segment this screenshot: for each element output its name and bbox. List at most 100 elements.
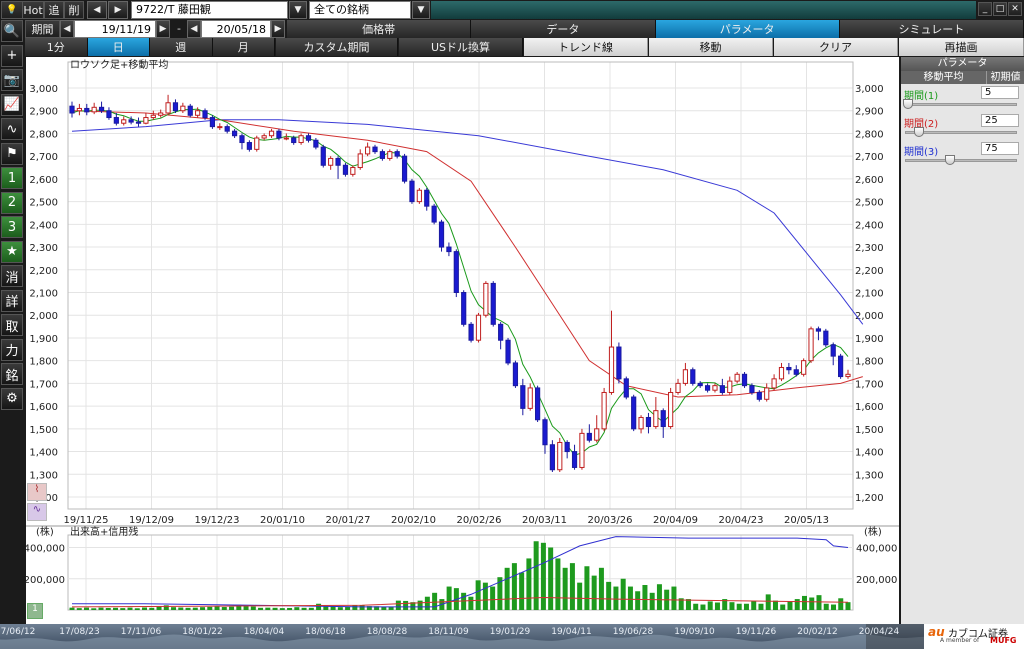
volume-bar <box>809 597 815 610</box>
volume-panel-icon[interactable]: 1 <box>27 603 43 619</box>
hot-button[interactable]: 💡 <box>1 1 23 19</box>
candle-body <box>682 369 689 384</box>
volume-bar <box>475 580 481 610</box>
brand-icon[interactable]: 銘 <box>1 363 23 385</box>
chart-line-icon[interactable]: 📈 <box>1 93 23 116</box>
layout-2-icon[interactable]: 2 <box>1 191 23 214</box>
x-tick: 20/04/23 <box>719 515 764 526</box>
ma-25-line <box>71 110 863 398</box>
param-slider-thumb-1[interactable] <box>914 127 924 137</box>
period-from-prev-button[interactable]: ◀ <box>60 20 74 38</box>
volume-bar <box>693 603 699 610</box>
crosshair-icon[interactable]: + <box>1 44 23 67</box>
period-from-field[interactable]: 19/11/19 <box>74 20 156 38</box>
trade-icon[interactable]: 取 <box>1 314 23 336</box>
input-icon[interactable]: 力 <box>1 338 23 361</box>
candle-body <box>741 373 748 387</box>
volume-bar <box>577 582 583 610</box>
search-icon[interactable]: 🔍 <box>1 20 23 42</box>
custom-period-button[interactable]: カスタム期間 <box>276 38 398 56</box>
main-tab-2[interactable]: パラメータ <box>655 20 840 38</box>
timeline-tick: 7/06/12 <box>1 627 36 637</box>
next-symbol-button[interactable]: ▶ <box>108 1 128 19</box>
trendline-button[interactable]: トレンド線 <box>524 38 648 56</box>
period-to-next-button[interactable]: ▶ <box>271 20 285 38</box>
maximize-button[interactable]: □ <box>993 2 1007 16</box>
period-label: 期間 <box>25 20 60 38</box>
volume-bar <box>482 582 488 610</box>
redraw-button[interactable]: 再描画 <box>899 38 1024 56</box>
prev-symbol-button[interactable]: ◀ <box>87 1 107 19</box>
y-tick-left: 2,800 <box>29 129 58 140</box>
flag-icon[interactable]: ⚑ <box>1 142 23 165</box>
y-tick-left: 2,400 <box>29 220 58 231</box>
list-dropdown-button[interactable]: ▼ <box>412 1 430 19</box>
candle-body <box>512 362 519 387</box>
candle-body <box>394 151 400 157</box>
param-value-1[interactable]: 25 <box>981 114 1019 127</box>
timeframe-tab-2[interactable]: 週 <box>150 38 213 56</box>
period-to-field[interactable]: 20/05/18 <box>201 20 271 38</box>
volume-bar <box>272 607 278 610</box>
param-value-0[interactable]: 5 <box>981 86 1019 99</box>
param-value-2[interactable]: 75 <box>981 142 1019 155</box>
usd-convert-button[interactable]: USドル換算 <box>399 38 523 56</box>
clear-button[interactable]: クリア <box>774 38 898 56</box>
candle-body <box>254 137 260 150</box>
x-tick: 19/12/23 <box>195 515 240 526</box>
candlestick-chart[interactable]: 3,000 3,000 2,900 2,900 2,800 2,800 2,700 2,700… <box>26 57 899 624</box>
add-button[interactable]: 追 <box>44 1 64 19</box>
move-button[interactable]: 移動 <box>649 38 773 56</box>
param-slider-track-0[interactable] <box>905 103 1017 106</box>
param-slider-thumb-2[interactable] <box>944 155 955 165</box>
news-icon[interactable]: 消 <box>1 265 23 287</box>
camera-icon[interactable]: 📷 <box>1 69 23 91</box>
volume-bar <box>84 607 90 610</box>
minimize-button[interactable]: _ <box>978 2 992 16</box>
indicator-compare-icon[interactable]: ∿ <box>27 503 47 521</box>
main-tab-3[interactable]: シミュレート <box>839 20 1024 38</box>
candle-body <box>675 382 681 393</box>
chart-compare-icon[interactable]: ∿ <box>1 118 23 140</box>
triangle-left-icon: ◀ <box>93 5 101 15</box>
timeframe-tab-0[interactable]: 1分 <box>25 38 88 56</box>
candle-body <box>838 355 844 378</box>
main-tab-1[interactable]: データ <box>471 20 656 38</box>
y-tick-left: 2,000 <box>29 311 58 322</box>
close-button[interactable]: ✕ <box>1008 2 1022 16</box>
candle-body <box>113 117 119 124</box>
x-tick: 20/05/13 <box>784 515 829 526</box>
candle-body <box>808 328 814 362</box>
timeframe-tab-3[interactable]: 月 <box>212 38 275 56</box>
candle-body <box>261 135 267 139</box>
period-to-prev-button[interactable]: ◀ <box>187 20 201 38</box>
timeline-tick: 19/06/28 <box>613 627 654 637</box>
candle-body <box>350 167 356 175</box>
favorite-star-icon[interactable]: ★ <box>1 240 23 263</box>
timeline-tick: 18/01/22 <box>182 627 222 637</box>
volume-bar <box>620 578 626 610</box>
timeline-window[interactable] <box>866 624 924 649</box>
layout-3-icon[interactable]: 3 <box>1 216 23 238</box>
candle-body <box>638 416 644 430</box>
layout-1-icon[interactable]: 1 <box>1 167 23 189</box>
timeline-overview[interactable]: 7/06/12 17/08/23 17/11/06 18/01/22 18/04/04 1… <box>0 624 924 649</box>
candle-body <box>527 387 533 409</box>
param-slider-track-1[interactable] <box>905 131 1017 134</box>
symbol-field[interactable]: 9722/T 藤田観 <box>131 1 288 19</box>
timeframe-tab-1[interactable]: 日 <box>87 38 150 56</box>
list-select[interactable]: 全ての銘柄 <box>309 1 411 19</box>
period-from-next-button[interactable]: ▶ <box>156 20 170 38</box>
symbol-dropdown-button[interactable]: ▼ <box>289 1 307 19</box>
param-slider-thumb-0[interactable] <box>903 99 913 109</box>
settings-gear-icon[interactable]: ⚙ <box>1 387 23 410</box>
candle-body <box>727 380 733 393</box>
detail-icon[interactable]: 詳 <box>1 289 23 312</box>
parameter-col-default[interactable]: 初期値 <box>987 71 1024 84</box>
hot-label-button[interactable]: Hot <box>22 1 44 19</box>
main-tab-0[interactable]: 価格帯 <box>287 20 472 38</box>
delete-button[interactable]: 削 <box>64 1 84 19</box>
param-slider-track-2[interactable] <box>905 159 1017 162</box>
candle-body <box>106 110 112 119</box>
indicator-toggle-icon[interactable]: ⌇ <box>27 483 47 501</box>
